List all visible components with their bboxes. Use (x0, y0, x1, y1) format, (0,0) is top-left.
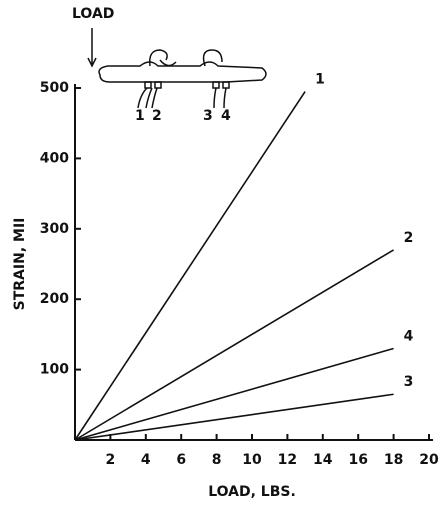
load-annotation: LOAD (72, 6, 114, 22)
y-tick-label: 200 (40, 291, 69, 307)
series-label: 3 (404, 374, 414, 390)
y-tick-label: 400 (40, 150, 69, 166)
x-tick-label: 14 (313, 452, 333, 468)
x-tick-label: 10 (242, 452, 262, 468)
series-line (75, 348, 394, 440)
x-tick-label: 4 (141, 452, 151, 468)
y-tick-label: 100 (40, 362, 69, 378)
x-tick-label: 8 (212, 452, 222, 468)
x-tick-label: 6 (176, 452, 186, 468)
x-tick-label: 18 (384, 452, 403, 468)
x-tick-label: 16 (348, 452, 367, 468)
series-label: 2 (404, 230, 414, 246)
series-label: 1 (315, 72, 325, 88)
y-tick-label: 500 (40, 80, 69, 96)
x-tick-label: 12 (278, 452, 297, 468)
y-axis-label: STRAIN, MII (12, 218, 28, 311)
series-line (75, 92, 305, 440)
series-line (75, 250, 394, 440)
gauge-label: 1 (135, 108, 145, 124)
gauge-label: 3 (203, 108, 213, 124)
gauge-label: 2 (152, 108, 162, 124)
chart: LOAD 1 2 3 4 LOAD, LBS. STRAIN, MII 2 4 6 8… (0, 0, 448, 505)
x-tick-label: 20 (419, 452, 439, 468)
beam-diagram (88, 28, 266, 108)
gauge-label: 4 (221, 108, 231, 124)
x-axis-label: LOAD, LBS. (208, 484, 296, 500)
x-tick-label: 2 (106, 452, 116, 468)
series-label: 4 (404, 328, 414, 344)
y-tick-label: 300 (40, 221, 69, 237)
series-line (75, 394, 394, 440)
